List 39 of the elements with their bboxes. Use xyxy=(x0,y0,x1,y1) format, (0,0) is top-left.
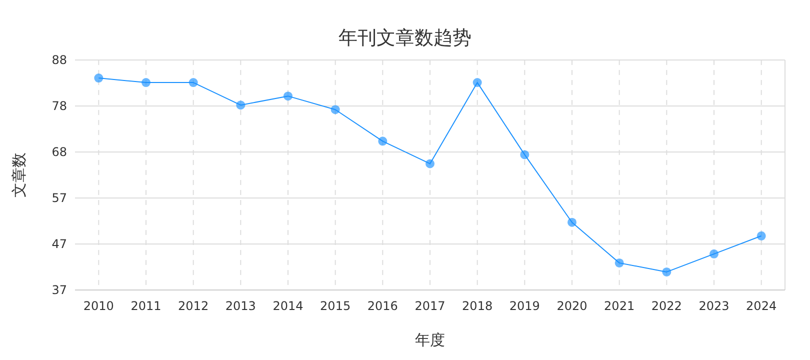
x-tick-label: 2016 xyxy=(367,299,398,313)
x-tick-label: 2013 xyxy=(225,299,256,313)
y-tick-label: 37 xyxy=(52,283,67,297)
x-tick-label: 2012 xyxy=(178,299,209,313)
point xyxy=(426,159,434,168)
point xyxy=(188,78,198,88)
point xyxy=(236,100,246,110)
y-tick-label: 47 xyxy=(52,237,67,251)
x-tick-label: 2022 xyxy=(651,299,682,313)
point xyxy=(142,78,150,88)
y-axis-title: 文章数 xyxy=(10,152,28,198)
x-tick-label: 2021 xyxy=(604,299,635,313)
x-tick-label: 2017 xyxy=(414,299,446,313)
point xyxy=(568,218,576,227)
x-tick-label: 2024 xyxy=(746,299,777,313)
point xyxy=(614,258,624,268)
x-tick-label: 2018 xyxy=(462,299,493,313)
x-tick-label: 2020 xyxy=(556,299,588,313)
x-tick-label: 2010 xyxy=(83,299,114,313)
x-tick-label: 2023 xyxy=(698,299,730,313)
y-tick-label: 68 xyxy=(52,145,67,159)
point xyxy=(472,78,482,88)
point xyxy=(378,136,388,146)
y-tick-label: 88 xyxy=(52,53,67,67)
point xyxy=(330,105,340,114)
point xyxy=(94,74,104,83)
x-tick-label: 2014 xyxy=(272,299,304,313)
point xyxy=(662,267,672,276)
x-tick-label: 2011 xyxy=(130,299,162,313)
chart-title: 年刊文章数趋势 xyxy=(338,27,472,49)
x-tick-label: 2019 xyxy=(509,299,540,313)
point xyxy=(284,92,292,101)
x-axis-title: 年度 xyxy=(415,331,445,349)
x-tick-label: 2015 xyxy=(320,299,351,313)
point xyxy=(756,231,766,240)
y-tick-label: 78 xyxy=(52,99,67,113)
point xyxy=(710,249,718,258)
y-tick-label: 57 xyxy=(52,191,67,205)
point xyxy=(520,150,530,160)
